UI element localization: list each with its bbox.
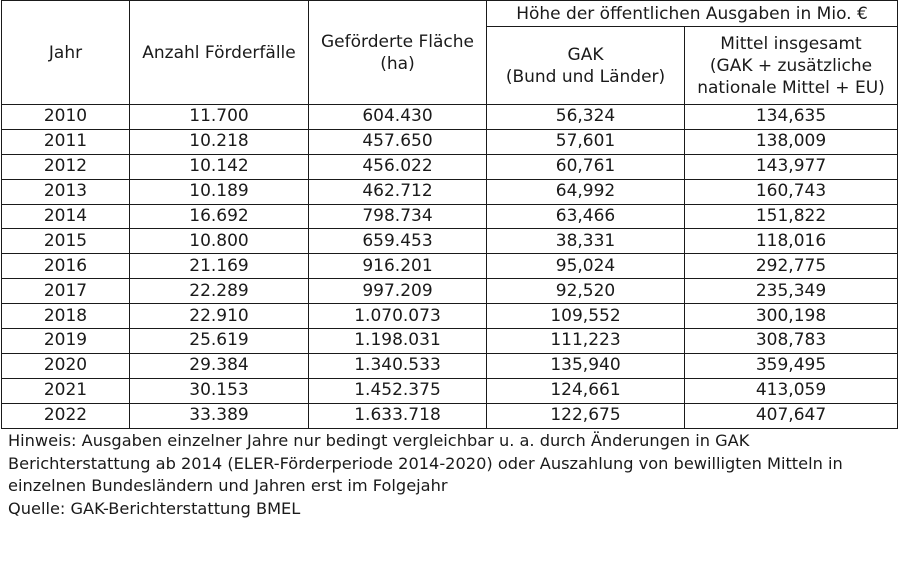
cell-jahr: 2013 — [1, 178, 130, 205]
header-gak-line1: GAK — [567, 44, 604, 65]
cell-jahr: 2012 — [1, 153, 130, 180]
header-jahr: Jahr — [1, 0, 130, 105]
cell-flaeche: 457.650 — [308, 128, 487, 155]
cell-anzahl: 22.289 — [129, 278, 309, 305]
cell-anzahl: 10.142 — [129, 153, 309, 180]
header-gak: GAK (Bund und Länder) — [486, 26, 685, 105]
table-row: 2011 10.218 457.650 57,601 138,009 — [1, 128, 899, 155]
cell-gak: 109,552 — [486, 303, 685, 330]
header-mittel-line3: nationale Mittel + EU) — [697, 77, 885, 98]
cell-flaeche: 1.070.073 — [308, 303, 487, 330]
table-row: 2018 22.910 1.070.073 109,552 300,198 — [1, 303, 899, 330]
header-mittel-line2: (GAK + zusätzliche — [709, 55, 873, 76]
hinweis-note: Hinweis: Ausgaben einzelner Jahre nur be… — [8, 431, 843, 495]
footnotes: Hinweis: Ausgaben einzelner Jahre nur be… — [8, 430, 894, 520]
cell-mittel: 292,775 — [683, 253, 899, 280]
cell-gak: 38,331 — [486, 228, 685, 255]
cell-gak: 92,520 — [486, 278, 685, 305]
cell-mittel: 138,009 — [683, 128, 899, 155]
cell-flaeche: 604.430 — [308, 104, 487, 130]
cell-jahr: 2015 — [1, 228, 130, 255]
cell-anzahl: 11.700 — [129, 104, 309, 130]
cell-jahr: 2011 — [1, 128, 130, 155]
header-mittel-line1: Mittel insgesamt — [720, 33, 862, 54]
cell-gak: 60,761 — [486, 153, 685, 180]
cell-mittel: 359,495 — [683, 352, 899, 379]
cell-flaeche: 798.734 — [308, 203, 487, 230]
cell-flaeche: 997.209 — [308, 278, 487, 305]
header-anzahl-foerderfaelle: Anzahl Förderfälle — [129, 0, 309, 105]
cell-jahr: 2018 — [1, 303, 130, 330]
cell-gak: 135,940 — [486, 352, 685, 379]
cell-flaeche: 456.022 — [308, 153, 487, 180]
cell-jahr: 2022 — [1, 402, 130, 429]
cell-flaeche: 916.201 — [308, 253, 487, 280]
cell-anzahl: 10.218 — [129, 128, 309, 155]
cell-gak: 111,223 — [486, 328, 685, 354]
cell-mittel: 134,635 — [683, 104, 899, 130]
cell-anzahl: 16.692 — [129, 203, 309, 230]
cell-gak: 95,024 — [486, 253, 685, 280]
table-body: 2010 11.700 604.430 56,324 134,635 2011 … — [1, 104, 899, 429]
cell-anzahl: 25.619 — [129, 328, 309, 354]
header-mittel-insgesamt: Mittel insgesamt (GAK + zusätzliche nati… — [683, 26, 899, 105]
table-row: 2020 29.384 1.340.533 135,940 359,495 — [1, 352, 899, 379]
table-row: 2021 30.153 1.452.375 124,661 413,059 — [1, 377, 899, 404]
cell-mittel: 300,198 — [683, 303, 899, 330]
header-group-ausgaben: Höhe der öffentlichen Ausgaben in Mio. € — [485, 0, 899, 27]
cell-anzahl: 30.153 — [129, 377, 309, 404]
cell-flaeche: 1.633.718 — [308, 402, 487, 429]
cell-flaeche: 1.452.375 — [308, 377, 487, 404]
cell-jahr: 2021 — [1, 377, 130, 404]
header-flaeche-line2: (ha) — [380, 53, 415, 74]
table-row: 2016 21.169 916.201 95,024 292,775 — [1, 253, 899, 280]
table-row: 2012 10.142 456.022 60,761 143,977 — [1, 153, 899, 180]
table-header: Jahr Anzahl Förderfälle Geförderte Fläch… — [1, 0, 899, 105]
table-row: 2013 10.189 462.712 64,992 160,743 — [1, 178, 899, 205]
cell-jahr: 2014 — [1, 203, 130, 230]
cell-jahr: 2016 — [1, 253, 130, 280]
cell-anzahl: 22.910 — [129, 303, 309, 330]
header-flaeche-line1: Geförderte Fläche — [321, 31, 474, 52]
cell-mittel: 407,647 — [683, 402, 899, 429]
cell-gak: 56,324 — [486, 104, 685, 130]
cell-jahr: 2010 — [1, 104, 130, 130]
cell-gak: 63,466 — [486, 203, 685, 230]
cell-anzahl: 33.389 — [129, 402, 309, 429]
quelle-note: Quelle: GAK-Berichterstattung BMEL — [8, 498, 301, 518]
cell-mittel: 308,783 — [683, 328, 899, 354]
cell-anzahl: 29.384 — [129, 352, 309, 379]
header-gefoerderte-flaeche: Geförderte Fläche (ha) — [308, 0, 487, 105]
funding-table: Jahr Anzahl Förderfälle Geförderte Fläch… — [1, 0, 899, 429]
cell-anzahl: 10.800 — [129, 228, 309, 255]
table-row: 2022 33.389 1.633.718 122,675 407,647 — [1, 402, 899, 429]
cell-mittel: 235,349 — [683, 278, 899, 305]
cell-mittel: 160,743 — [683, 178, 899, 205]
header-gak-line2: (Bund und Länder) — [505, 66, 666, 87]
cell-anzahl: 10.189 — [129, 178, 309, 205]
cell-mittel: 143,977 — [683, 153, 899, 180]
table-row: 2015 10.800 659.453 38,331 118,016 — [1, 228, 899, 255]
cell-gak: 64,992 — [486, 178, 685, 205]
cell-gak: 124,661 — [486, 377, 685, 404]
table-row: 2014 16.692 798.734 63,466 151,822 — [1, 203, 899, 230]
cell-gak: 122,675 — [486, 402, 685, 429]
cell-flaeche: 462.712 — [308, 178, 487, 205]
cell-jahr: 2020 — [1, 352, 130, 379]
cell-flaeche: 1.198.031 — [308, 328, 487, 354]
cell-mittel: 151,822 — [683, 203, 899, 230]
cell-mittel: 118,016 — [683, 228, 899, 255]
table-row: 2019 25.619 1.198.031 111,223 308,783 — [1, 328, 899, 354]
cell-anzahl: 21.169 — [129, 253, 309, 280]
cell-gak: 57,601 — [486, 128, 685, 155]
cell-mittel: 413,059 — [683, 377, 899, 404]
cell-flaeche: 659.453 — [308, 228, 487, 255]
table-row: 2010 11.700 604.430 56,324 134,635 — [1, 104, 899, 130]
cell-jahr: 2019 — [1, 328, 130, 354]
cell-jahr: 2017 — [1, 278, 130, 305]
table-row: 2017 22.289 997.209 92,520 235,349 — [1, 278, 899, 305]
cell-flaeche: 1.340.533 — [308, 352, 487, 379]
